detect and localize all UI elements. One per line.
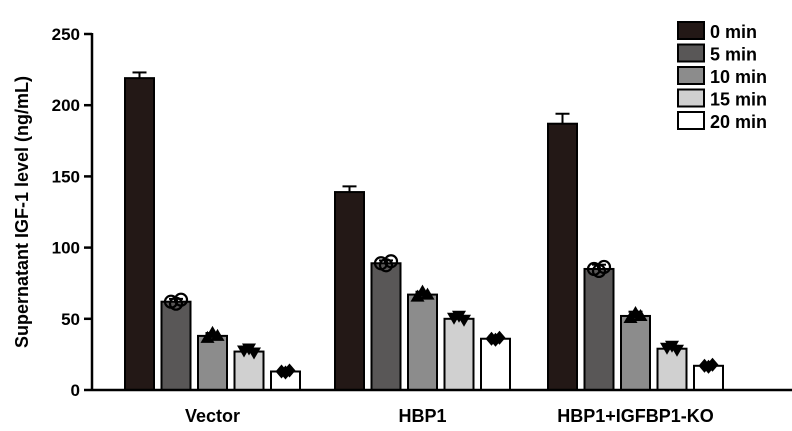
bar	[197, 334, 228, 391]
y-tick-label: 150	[52, 167, 80, 186]
data-point-diamond	[279, 365, 292, 380]
legend-swatch	[677, 88, 705, 108]
bar	[407, 293, 438, 392]
bar	[620, 314, 651, 391]
bar	[233, 350, 265, 391]
bars	[124, 71, 724, 392]
legend-label: 15 min	[710, 90, 767, 110]
y-tick-label: 200	[52, 96, 80, 115]
x-category-label: Vector	[185, 406, 240, 426]
bar	[124, 77, 155, 391]
y-tick-label: 100	[52, 239, 80, 258]
data-point-circle	[168, 296, 184, 311]
bar	[160, 300, 192, 392]
bar	[656, 347, 688, 392]
data-point-triangle-down	[665, 340, 679, 353]
legend-swatch	[677, 111, 705, 130]
y-axis-title: Supernatant IGF-1 level (ng/mL)	[12, 76, 32, 348]
bar	[370, 262, 402, 392]
y-tick-label: 250	[52, 25, 80, 44]
legend-label: 20 min	[710, 112, 767, 132]
bar	[583, 267, 615, 391]
data-point-circle	[378, 258, 394, 273]
data-point-diamond	[489, 332, 502, 347]
bar	[334, 191, 365, 391]
data-point-triangle	[415, 284, 430, 297]
legend-label: 0 min	[710, 22, 757, 42]
legend-swatch	[677, 66, 705, 85]
legend-label: 10 min	[710, 67, 767, 87]
axes: 0 50 100 150 200 250 Vector HBP1 HBP1+IGFBP1-KO	[52, 25, 792, 426]
x-category-label: HBP1+IGFBP1-KO	[557, 406, 714, 426]
legend-swatch	[677, 21, 705, 40]
data-point-triangle-down	[242, 343, 256, 356]
data-point-circle	[591, 263, 607, 279]
legend-swatch	[677, 43, 705, 63]
legend-label: 5 min	[710, 45, 757, 65]
data-point-triangle-down	[452, 310, 466, 323]
data-point-triangle	[628, 305, 643, 318]
data-point-diamond	[702, 359, 715, 374]
data-point-triangle	[205, 325, 220, 338]
y-tick-label: 0	[71, 381, 80, 400]
bar	[480, 337, 511, 391]
x-category-label: HBP1	[398, 406, 446, 426]
bar	[547, 122, 578, 391]
bar	[443, 317, 475, 391]
y-tick-label: 50	[61, 310, 80, 329]
